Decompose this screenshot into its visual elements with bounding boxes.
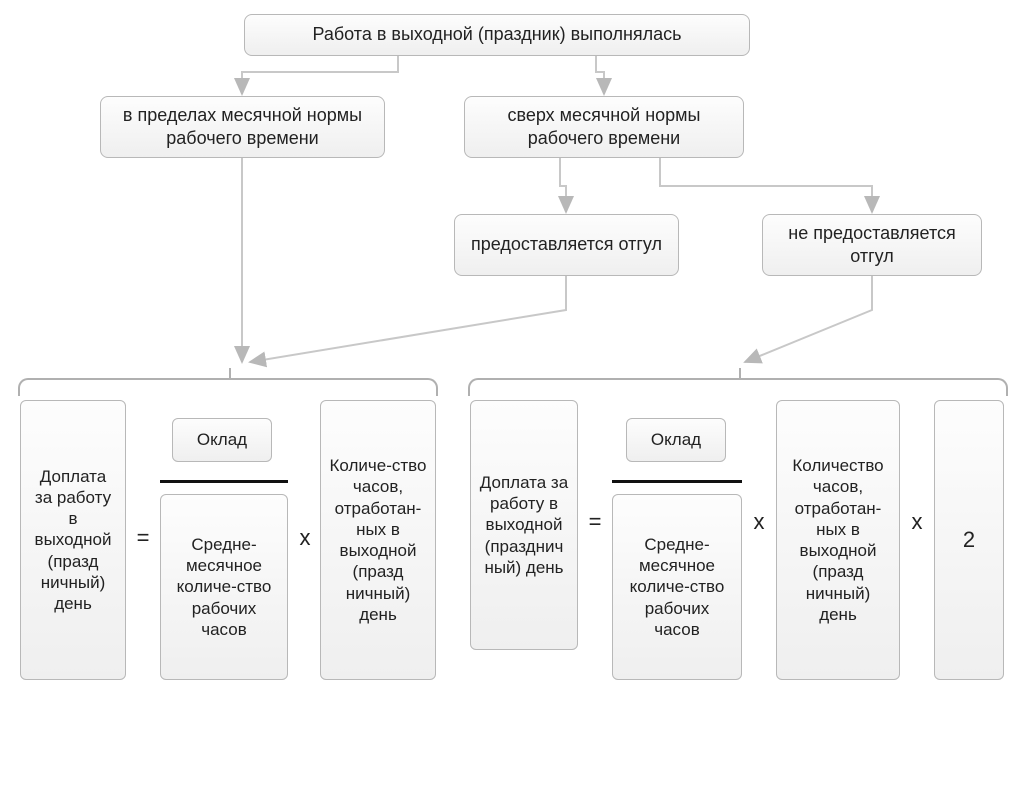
- formula-left-fraction-line: [160, 480, 288, 483]
- node-within-norm: в пределах месячной нормы рабочего време…: [100, 96, 385, 158]
- formula-right-mult1: х: [750, 510, 768, 534]
- node-over-norm: сверх месячной нормы рабочего времени: [464, 96, 744, 158]
- formula-right-eq: =: [586, 510, 604, 534]
- node-otgul-yes: предоставляется отгул: [454, 214, 679, 276]
- formula-right-hours: Количество часов, отработан-ных в выходн…: [776, 400, 900, 680]
- node-root: Работа в выходной (праздник) выполнялась: [244, 14, 750, 56]
- bracket-right: [468, 378, 1008, 396]
- formula-left-hours: Количе-ство часов, отработан-ных в выход…: [320, 400, 436, 680]
- formula-right-two: 2: [934, 400, 1004, 680]
- formula-right-oklad: Оклад: [626, 418, 726, 462]
- formula-right-fraction-line: [612, 480, 742, 483]
- node-otgul-no: не предоставляется отгул: [762, 214, 982, 276]
- formula-left-doplata: Доплата за работу в выходной (празд ничн…: [20, 400, 126, 680]
- formula-right-doplata: Доплата за работу в выходной (празднич н…: [470, 400, 578, 650]
- formula-left-eq: =: [134, 526, 152, 550]
- formula-right-denom: Средне-месячное количе-ство рабочих часо…: [612, 494, 742, 680]
- formula-left-denom: Средне-месячное количе-ство рабочих часо…: [160, 494, 288, 680]
- formula-right-mult2: х: [908, 510, 926, 534]
- bracket-left: [18, 378, 438, 396]
- formula-left-oklad: Оклад: [172, 418, 272, 462]
- formula-left-mult: х: [296, 526, 314, 550]
